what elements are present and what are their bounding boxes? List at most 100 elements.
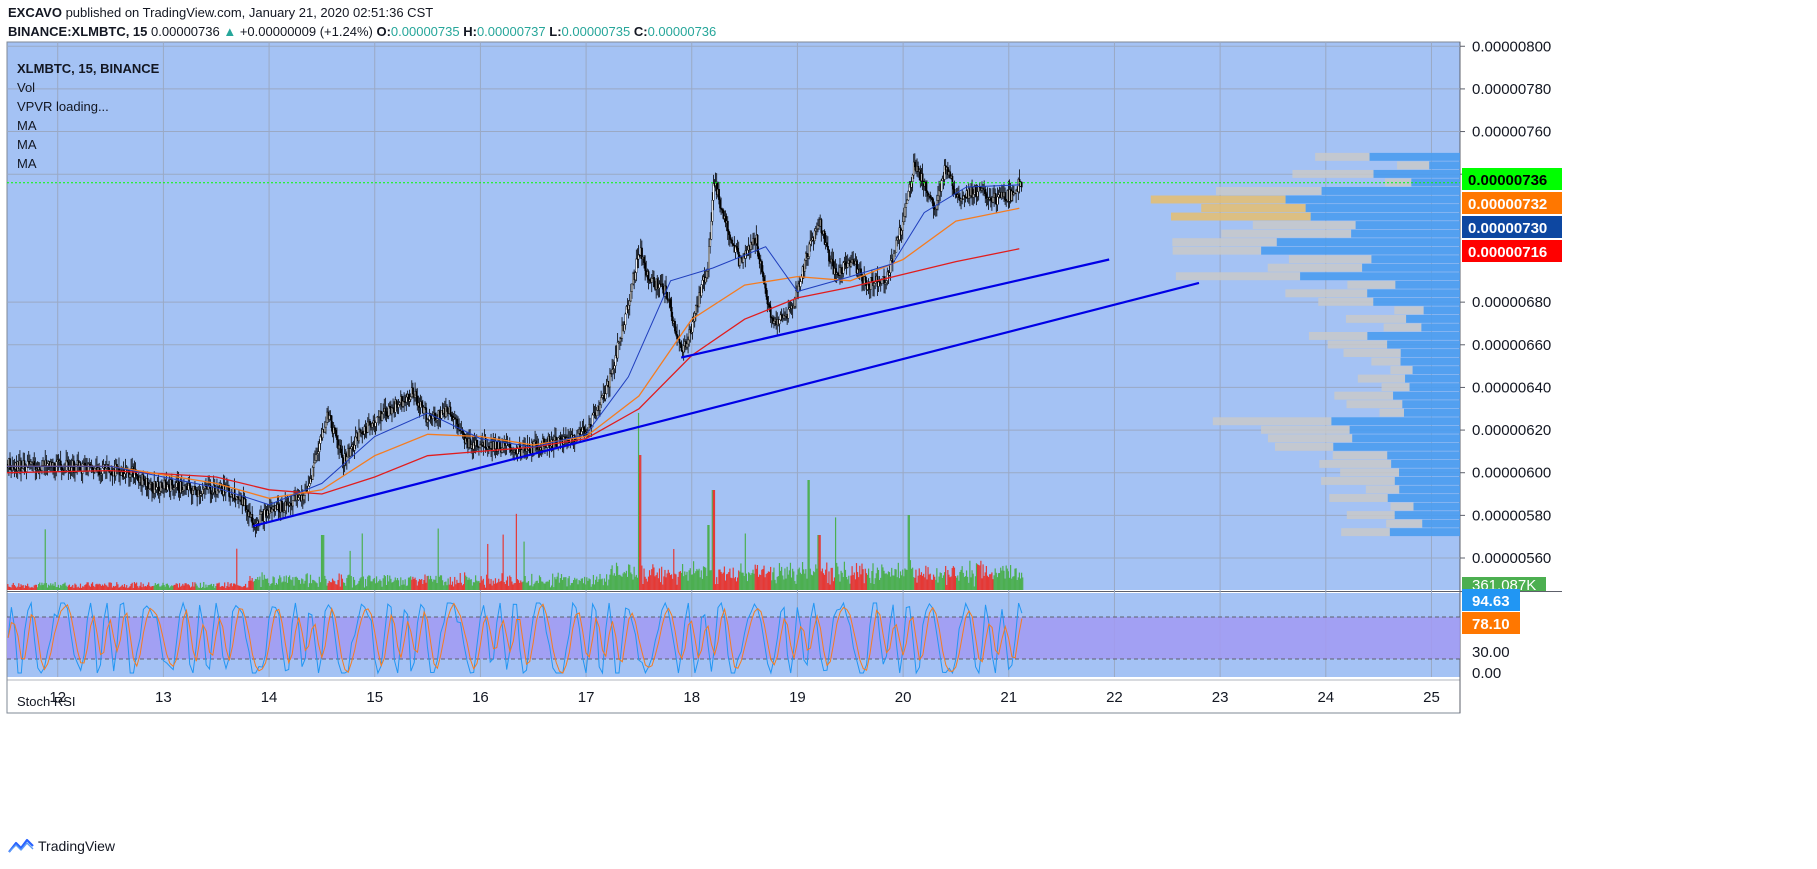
volume-bar bbox=[62, 584, 64, 590]
volume-bar bbox=[129, 586, 131, 590]
volume-bar bbox=[51, 585, 53, 590]
volume-bar bbox=[287, 577, 290, 590]
volume-bar bbox=[158, 583, 160, 590]
volume-bar bbox=[425, 582, 427, 590]
vpvr-bar-down bbox=[1308, 331, 1368, 340]
volume-bar bbox=[356, 584, 358, 590]
candle-body bbox=[694, 305, 697, 314]
volume-bar bbox=[667, 569, 669, 590]
volume-bar bbox=[433, 579, 435, 590]
volume-bar bbox=[194, 582, 196, 590]
volume-bar bbox=[880, 577, 882, 590]
volume-bar bbox=[648, 570, 651, 590]
volume-bar bbox=[82, 586, 84, 590]
candle-body bbox=[84, 462, 86, 466]
volume-bar bbox=[536, 580, 538, 590]
candle-body bbox=[364, 426, 367, 433]
volume-bar bbox=[41, 582, 43, 590]
legend-volume[interactable]: Vol bbox=[17, 80, 36, 95]
volume-bar bbox=[393, 580, 395, 590]
volume-bar bbox=[204, 587, 206, 590]
volume-bar bbox=[838, 574, 840, 590]
volume-bar bbox=[400, 577, 402, 590]
volume-bar bbox=[353, 579, 356, 590]
time-tick-label: 13 bbox=[155, 689, 172, 706]
candle-body bbox=[129, 474, 131, 478]
volume-bar bbox=[481, 580, 483, 590]
volume-bar bbox=[331, 578, 334, 590]
volume-bar bbox=[76, 587, 78, 590]
rsi-tag-d bbox=[1462, 612, 1520, 634]
volume-bar bbox=[531, 573, 533, 590]
trendline-1 bbox=[252, 281, 1200, 528]
stoch-rsi-label[interactable]: Stoch RSI bbox=[17, 694, 76, 709]
volume-bar bbox=[957, 575, 959, 590]
volume-bar bbox=[108, 582, 110, 590]
volume-bar bbox=[688, 570, 690, 590]
legend-symbol[interactable]: XLMBTC, 15, BINANCE bbox=[17, 61, 160, 76]
vpvr-bar-down bbox=[1292, 169, 1374, 178]
volume-bar bbox=[240, 586, 242, 590]
volume-bar bbox=[592, 574, 595, 590]
volume-bar bbox=[56, 586, 58, 590]
price-tick-label: 0.00000580 bbox=[1472, 507, 1551, 524]
volume-bar bbox=[1016, 579, 1018, 590]
vpvr-bar-up bbox=[1373, 169, 1460, 178]
candle-body bbox=[623, 324, 626, 332]
volume-bar bbox=[437, 528, 439, 590]
volume-bar bbox=[525, 582, 527, 590]
volume-bar bbox=[45, 583, 47, 590]
volume-bar bbox=[805, 569, 807, 590]
candle-body bbox=[992, 197, 994, 203]
publisher-name[interactable]: EXCAVO bbox=[8, 5, 62, 20]
legend-ma-1[interactable]: MA bbox=[17, 118, 37, 133]
volume-bar bbox=[586, 577, 588, 590]
volume-bar bbox=[620, 575, 622, 590]
volume-bar bbox=[796, 574, 798, 590]
legend-ma-3[interactable]: MA bbox=[17, 156, 37, 171]
change-arrow-icon: ▲ bbox=[223, 24, 237, 39]
candle-body bbox=[888, 272, 891, 276]
trendline-2 bbox=[680, 258, 1110, 359]
legend-ma-2[interactable]: MA bbox=[17, 137, 37, 152]
volume-bar bbox=[491, 585, 493, 590]
volume-bar bbox=[781, 566, 783, 590]
volume-bar bbox=[806, 578, 808, 590]
candle-body bbox=[237, 496, 239, 499]
volume-bar bbox=[9, 586, 11, 590]
volume-bar bbox=[685, 574, 687, 590]
volume-bar bbox=[269, 585, 271, 590]
volume-bar bbox=[403, 584, 405, 590]
volume-bar bbox=[735, 581, 738, 590]
footer-brand[interactable]: TradingView bbox=[8, 838, 115, 854]
vpvr-bar-down bbox=[1346, 400, 1403, 409]
volume-bar bbox=[260, 587, 262, 590]
vpvr-bar-down bbox=[1318, 297, 1374, 306]
volume-bar bbox=[188, 585, 191, 590]
legend-vpvr[interactable]: VPVR loading... bbox=[17, 99, 109, 114]
candle-body bbox=[787, 309, 790, 319]
volume-bar bbox=[960, 569, 962, 590]
volume-bar bbox=[1018, 572, 1021, 590]
volume-bar bbox=[389, 575, 391, 590]
volume-bar bbox=[641, 565, 643, 590]
volume-bar bbox=[887, 571, 890, 590]
volume-bar bbox=[148, 582, 150, 590]
candle-body bbox=[395, 399, 398, 405]
vpvr-bar-up bbox=[1261, 246, 1460, 255]
volume-bar bbox=[820, 571, 822, 590]
candle-body bbox=[405, 396, 408, 403]
volume-bar bbox=[516, 579, 519, 590]
candle-body bbox=[691, 321, 694, 333]
volume-bar bbox=[733, 578, 735, 590]
volume-bar bbox=[515, 513, 517, 590]
volume-bar bbox=[279, 575, 281, 590]
volume-bar bbox=[731, 578, 733, 590]
volume-bar bbox=[697, 570, 699, 590]
volume-bar bbox=[952, 566, 954, 590]
volume-bar bbox=[707, 525, 709, 590]
volume-bar bbox=[851, 566, 853, 590]
vpvr-bar-down bbox=[1150, 195, 1286, 204]
volume-bar bbox=[192, 582, 194, 590]
